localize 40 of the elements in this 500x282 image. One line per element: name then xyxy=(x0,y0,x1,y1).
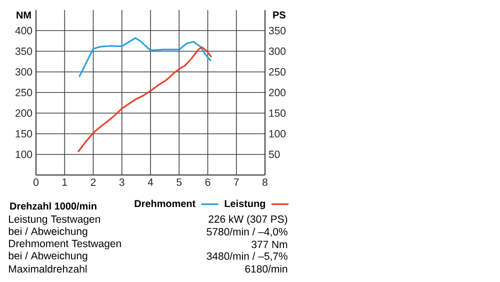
x-tick-label: 8 xyxy=(262,178,268,186)
y2-tick-label: 250 xyxy=(269,68,286,76)
y2-tick-label: 50 xyxy=(268,150,280,158)
line-series xyxy=(77,46,212,153)
text: bei / Abweichung xyxy=(8,227,88,238)
y-tick-label: 150 xyxy=(16,130,32,138)
y-tick-label: 100 xyxy=(16,150,32,158)
legend-label: Drehmoment xyxy=(134,200,196,208)
x-tick-label: 4 xyxy=(148,178,154,186)
x-tick-label: 3 xyxy=(119,178,124,186)
y-tick-label: 350 xyxy=(15,48,32,55)
x-tick-label: 0 xyxy=(33,178,38,186)
text: Leistung Testwagen xyxy=(9,215,100,225)
text: 377 Nm xyxy=(252,240,288,248)
text: bei / Abweichung xyxy=(8,252,88,262)
text: 5780/min / –4,0% xyxy=(206,228,288,237)
x-tick-label: 7 xyxy=(234,178,239,186)
line-series xyxy=(78,37,212,78)
text: Drehmoment Testwagen xyxy=(9,240,121,250)
y2-tick-label: 150 xyxy=(269,109,286,117)
y2-tick-label: 300 xyxy=(268,48,286,55)
y-axis-title: NM xyxy=(16,12,31,18)
y-tick-label: 300 xyxy=(15,68,32,76)
x-tick-label: 5 xyxy=(176,178,182,186)
y-tick-label: 400 xyxy=(15,26,32,34)
x-tick-label: 2 xyxy=(90,178,96,186)
y2-tick-label: 100 xyxy=(269,130,286,138)
x-tick-label: 6 xyxy=(205,178,210,186)
text: 226 kW (307 PS) xyxy=(208,215,288,225)
text: Maximaldrehzahl xyxy=(9,264,87,273)
text: 6180/min xyxy=(245,264,288,273)
y2-tick-label: 350 xyxy=(268,26,286,34)
x-axis-title: Drehzahl 1000/min xyxy=(10,202,96,210)
y2-tick-label: 200 xyxy=(269,88,286,96)
y-tick-label: 200 xyxy=(16,109,32,117)
x-tick-label: 1 xyxy=(62,178,68,186)
y2-axis-title: PS xyxy=(273,11,286,18)
y-tick-label: 250 xyxy=(16,88,32,96)
text: 3480/min / –5,7% xyxy=(206,252,288,262)
legend-label: Leistung xyxy=(224,200,266,210)
